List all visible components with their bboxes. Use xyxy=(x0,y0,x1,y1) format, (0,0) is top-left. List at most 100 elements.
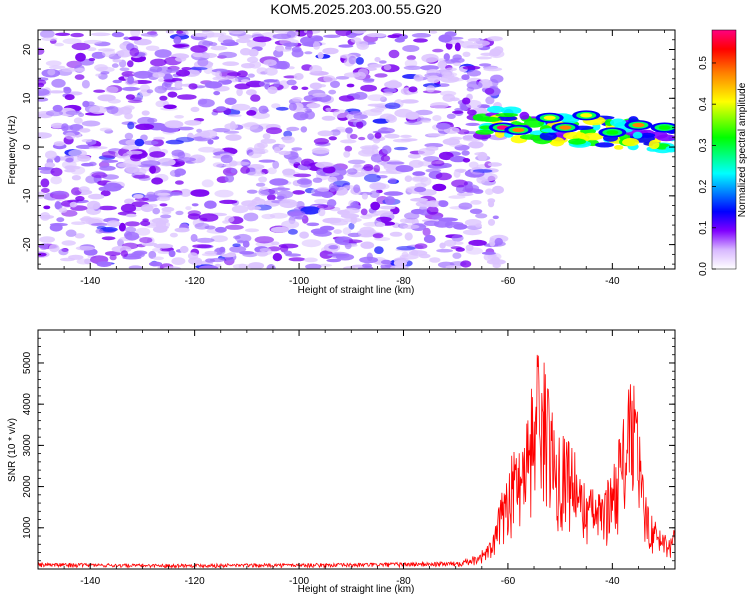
spectrogram-noise-cell xyxy=(252,36,272,43)
spectrogram-x-tick-label: -100 xyxy=(289,276,309,287)
spectrogram-noise-cell xyxy=(41,188,50,193)
spectrogram-noise-cell xyxy=(468,239,487,246)
spectrogram-noise-cell xyxy=(100,227,118,232)
spectrogram-noise-cell xyxy=(161,210,172,215)
spectrogram-noise-cell xyxy=(91,222,110,226)
spectrogram-noise-cell xyxy=(163,104,177,110)
spectrogram-noise-cell xyxy=(133,167,147,176)
colorbar-ticks: 0.0 0.1 0.2 0.3 0.4 0.5 xyxy=(698,56,716,276)
spectrogram-noise-cell xyxy=(432,183,447,192)
spectrogram-noise-cell xyxy=(351,30,367,34)
spectrogram-noise-cell xyxy=(438,151,454,161)
spectrogram-noise-cell xyxy=(47,90,65,94)
spectrogram-noise-cell xyxy=(53,141,65,147)
spectrogram-noise-cell xyxy=(426,200,442,208)
spectrogram-noise-cell xyxy=(197,98,215,108)
spectrogram-noise-cell xyxy=(303,257,318,263)
spectrogram-noise-cell xyxy=(190,234,198,242)
spectrogram-noise-cell xyxy=(195,259,203,266)
spectrogram-noise-cell xyxy=(257,142,268,149)
colorbar-tick-label: 0.0 xyxy=(698,262,709,276)
spectrogram-noise-cell xyxy=(475,223,482,228)
spectrogram-noise-cell xyxy=(328,245,339,250)
spectrogram-signal-cell xyxy=(497,115,518,122)
spectrogram-noise-cell xyxy=(228,160,238,167)
spectrogram-noise-cell xyxy=(238,263,247,269)
spectrogram-noise-cell xyxy=(163,79,176,83)
colorbar-label: Normalized spectral amplitude xyxy=(737,82,748,217)
spectrogram-noise-cell xyxy=(73,117,83,124)
spectrogram-noise-cell xyxy=(122,152,132,161)
spectrogram-noise-cell xyxy=(64,94,75,101)
spectrogram-noise-cell xyxy=(443,53,450,61)
spectrogram-noise-cell xyxy=(306,103,321,109)
spectrogram-noise-cell xyxy=(117,238,124,247)
snr-y-label: SNR (10 * v/v) xyxy=(7,418,18,482)
spectrogram-noise-cell xyxy=(354,164,361,168)
spectrogram-signal-cell xyxy=(568,138,586,145)
spectrogram-noise-cell xyxy=(141,110,150,116)
spectrogram-noise-cell xyxy=(477,151,488,161)
spectrogram-signal-cell xyxy=(610,118,627,127)
spectrogram-noise-cell xyxy=(404,232,413,241)
spectrogram-noise-cell xyxy=(377,170,398,174)
spectrogram-noise-cell xyxy=(128,36,142,41)
spectrogram-noise-cell xyxy=(200,52,218,59)
snr-x-tick-label: -60 xyxy=(501,576,516,587)
spectrogram-noise-cell xyxy=(432,48,444,53)
spectrogram-noise-cell xyxy=(74,74,85,80)
spectrogram-noise-cell xyxy=(69,201,78,208)
spectrogram-signal-cell xyxy=(519,111,530,120)
spectrogram-noise-cell xyxy=(48,244,60,253)
spectrogram-noise-cell xyxy=(465,122,480,126)
spectrogram-noise-cell xyxy=(248,262,265,269)
spectrogram-noise-cell xyxy=(236,240,245,244)
spectrogram-noise-cell xyxy=(387,34,400,39)
spectrogram-noise-cell xyxy=(201,179,214,188)
spectrogram-noise-cell xyxy=(437,58,446,62)
spectrogram-noise-cell xyxy=(462,65,481,70)
spectrogram-noise-cell xyxy=(38,47,45,55)
spectrogram-noise-cell xyxy=(403,224,420,230)
spectrogram-noise-cell xyxy=(142,140,159,146)
spectrogram-noise-cell xyxy=(155,220,167,230)
spectrogram-noise-cell xyxy=(130,30,141,37)
spectrogram-noise-cell xyxy=(304,51,313,55)
spectrogram-noise-cell xyxy=(374,246,384,255)
spectrogram-noise-cell xyxy=(112,79,122,84)
spectrogram-noise-cell xyxy=(38,191,46,199)
spectrogram-noise-cell xyxy=(195,237,215,243)
spectrogram-noise-cell xyxy=(127,121,135,130)
spectrogram-noise-cell xyxy=(105,86,119,94)
spectrogram-noise-cell xyxy=(377,127,395,134)
spectrogram-noise-cell xyxy=(205,81,223,89)
spectrogram-noise-cell xyxy=(99,127,112,132)
spectrogram-noise-cell xyxy=(494,237,503,246)
spectrogram-noise-cell xyxy=(458,169,465,173)
spectrogram-noise-cell xyxy=(372,118,390,124)
spectrogram-noise-cell xyxy=(80,215,93,225)
spectrogram-noise-cell xyxy=(277,60,290,70)
spectrogram-noise-cell xyxy=(346,168,358,175)
spectrogram-noise-cell xyxy=(301,86,309,91)
spectrogram-noise-cell xyxy=(335,30,352,37)
spectrogram-noise-cell xyxy=(386,161,405,165)
spectrogram-noise-cell xyxy=(106,105,119,115)
spectrogram-noise-cell xyxy=(265,127,283,135)
spectrogram-noise-cell xyxy=(137,116,155,126)
spectrogram-noise-cell xyxy=(181,67,192,71)
chart-title: KOM5.2025.203.00.55.G20 xyxy=(270,1,441,17)
spectrogram-noise-cell xyxy=(273,146,281,154)
spectrogram-noise-cell xyxy=(335,126,346,131)
spectrogram-noise-cell xyxy=(353,71,367,80)
spectrogram-noise-cell xyxy=(388,177,397,184)
spectrogram-noise-cell xyxy=(54,200,61,210)
spectrogram-noise-cell xyxy=(127,75,134,84)
spectrogram-noise-cell xyxy=(45,150,57,160)
spectrogram-noise-cell xyxy=(81,139,93,143)
spectrogram-signal-cell xyxy=(648,139,660,150)
spectrogram-noise-cell xyxy=(58,248,69,256)
spectrogram-noise-cell xyxy=(411,175,429,183)
spectrogram-noise-cell xyxy=(239,251,255,255)
spectrogram-noise-cell xyxy=(453,241,464,245)
